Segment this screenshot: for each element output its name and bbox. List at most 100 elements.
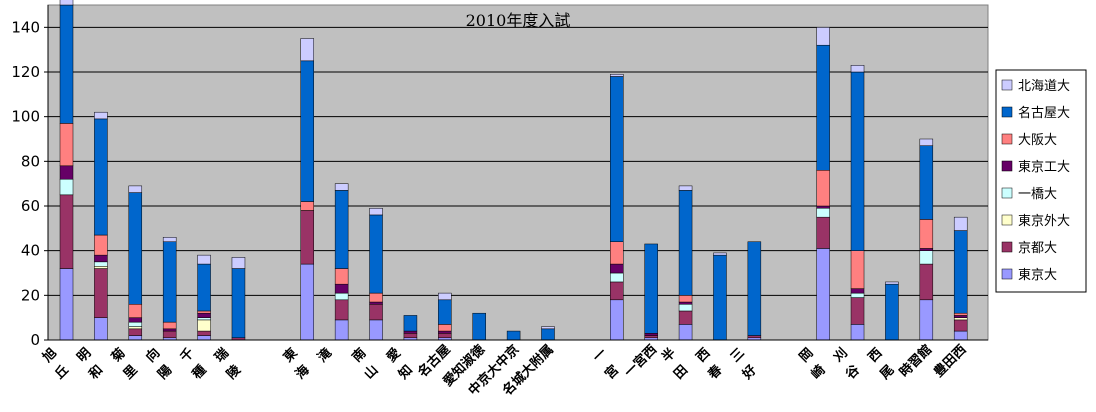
x-tick-label: 里 [121, 363, 141, 383]
x-tick-label: 知 [395, 362, 416, 383]
bar-segment [403, 333, 418, 339]
bar-segment [231, 257, 246, 269]
bar-segment [59, 268, 74, 341]
bar-segment [678, 190, 693, 296]
bar-segment [678, 304, 693, 312]
legend-label: 東京大 [1018, 267, 1057, 283]
bar-segment [162, 241, 177, 323]
legend-swatch [1001, 133, 1013, 145]
bars [59, 0, 968, 341]
bar-segment [300, 60, 314, 202]
bar-segment [850, 292, 865, 298]
x-tick-label: 崎 [808, 362, 829, 383]
x-tick-label: 菊 [108, 345, 129, 366]
bar-segment [850, 288, 865, 294]
bar-segment [816, 27, 830, 46]
bar-segment [128, 304, 143, 318]
bar-segment [369, 319, 383, 341]
bar-segment [128, 335, 143, 341]
chart-title: 2010年度入試 [466, 11, 571, 30]
bar-segment [369, 301, 383, 305]
bar-segment [885, 281, 899, 285]
legend-swatch [1001, 214, 1013, 226]
bar-segment [59, 178, 74, 196]
bar-segment [59, 0, 74, 6]
legend-label: 北海道大 [1018, 79, 1070, 94]
bar-segment [369, 207, 383, 216]
legend-label: 名古屋大 [1018, 105, 1070, 121]
bar-segment [94, 234, 108, 256]
bar-segment [334, 319, 349, 341]
bar-segment [678, 185, 693, 191]
x-tick-label: 三 [728, 346, 748, 366]
legend-swatch [1001, 160, 1013, 172]
bar-segment [678, 301, 693, 305]
x-tick-label: 南 [349, 345, 370, 366]
bar-segment [128, 321, 143, 327]
bar-segment [644, 333, 658, 336]
bar-segment [610, 299, 624, 341]
legend-swatch [1001, 106, 1013, 118]
bar-segment [953, 230, 968, 314]
bar-segment [197, 310, 211, 314]
x-tick-label: 向 [143, 345, 164, 366]
bar-segment [713, 254, 727, 341]
bar-segment [197, 330, 211, 336]
bar-segment [300, 201, 314, 211]
bar-segment [128, 192, 143, 305]
bar-segment [94, 118, 108, 236]
bar-segment [197, 312, 211, 318]
bar-segment [334, 299, 349, 321]
bar-segment [162, 321, 177, 330]
bar-segment [438, 324, 452, 332]
bar-segment [610, 263, 624, 274]
x-tick-label: 明 [75, 346, 95, 366]
x-tick-label: 時習館 [896, 342, 935, 381]
bar-segment [334, 190, 349, 269]
bar-segment [919, 299, 934, 341]
bar-segment [403, 315, 418, 332]
bar-segment [300, 210, 314, 265]
bar-segment [885, 283, 899, 341]
bar-segment [610, 76, 624, 242]
bar-segment [94, 268, 108, 318]
bar-segment [506, 330, 521, 341]
bar-segment [919, 138, 934, 146]
bar-segment [472, 312, 486, 341]
x-tick-label: 半 [658, 345, 679, 366]
bar-segment [369, 292, 383, 303]
y-tick-label: 140 [11, 18, 40, 36]
x-tick-label: 一 [590, 346, 610, 366]
x-tick-label: 千 [177, 345, 198, 366]
bar-segment [816, 248, 830, 341]
bar-segment [816, 205, 830, 209]
legend-label: 京都大 [1018, 241, 1057, 256]
y-tick-label: 20 [21, 286, 40, 304]
bar-segment [334, 183, 349, 191]
bar-segment [919, 145, 934, 220]
x-tick-label: 東 [280, 345, 301, 366]
bar-segment [438, 330, 452, 334]
bar-segment [850, 297, 865, 325]
bar-segment [953, 319, 968, 332]
bar-segment [300, 263, 314, 341]
x-tick-label: 陽 [155, 362, 176, 383]
bar-segment [850, 250, 865, 289]
bar-segment [162, 330, 177, 339]
bar-segment [953, 312, 968, 316]
bar-segment [610, 241, 624, 265]
bar-segment [94, 266, 108, 269]
bar-segment [438, 333, 452, 339]
y-tick-label: 40 [21, 242, 40, 260]
x-tick-label: 愛 [383, 345, 404, 366]
bar-segment [438, 292, 452, 301]
bar-segment [747, 335, 762, 339]
bar-segment [850, 324, 865, 341]
legend-label: 一橋大 [1018, 187, 1057, 202]
bar-segment [94, 254, 108, 263]
bar-segment [953, 216, 968, 231]
bar-segment [94, 317, 108, 341]
bar-segment [197, 263, 211, 312]
bar-segment [334, 283, 349, 294]
